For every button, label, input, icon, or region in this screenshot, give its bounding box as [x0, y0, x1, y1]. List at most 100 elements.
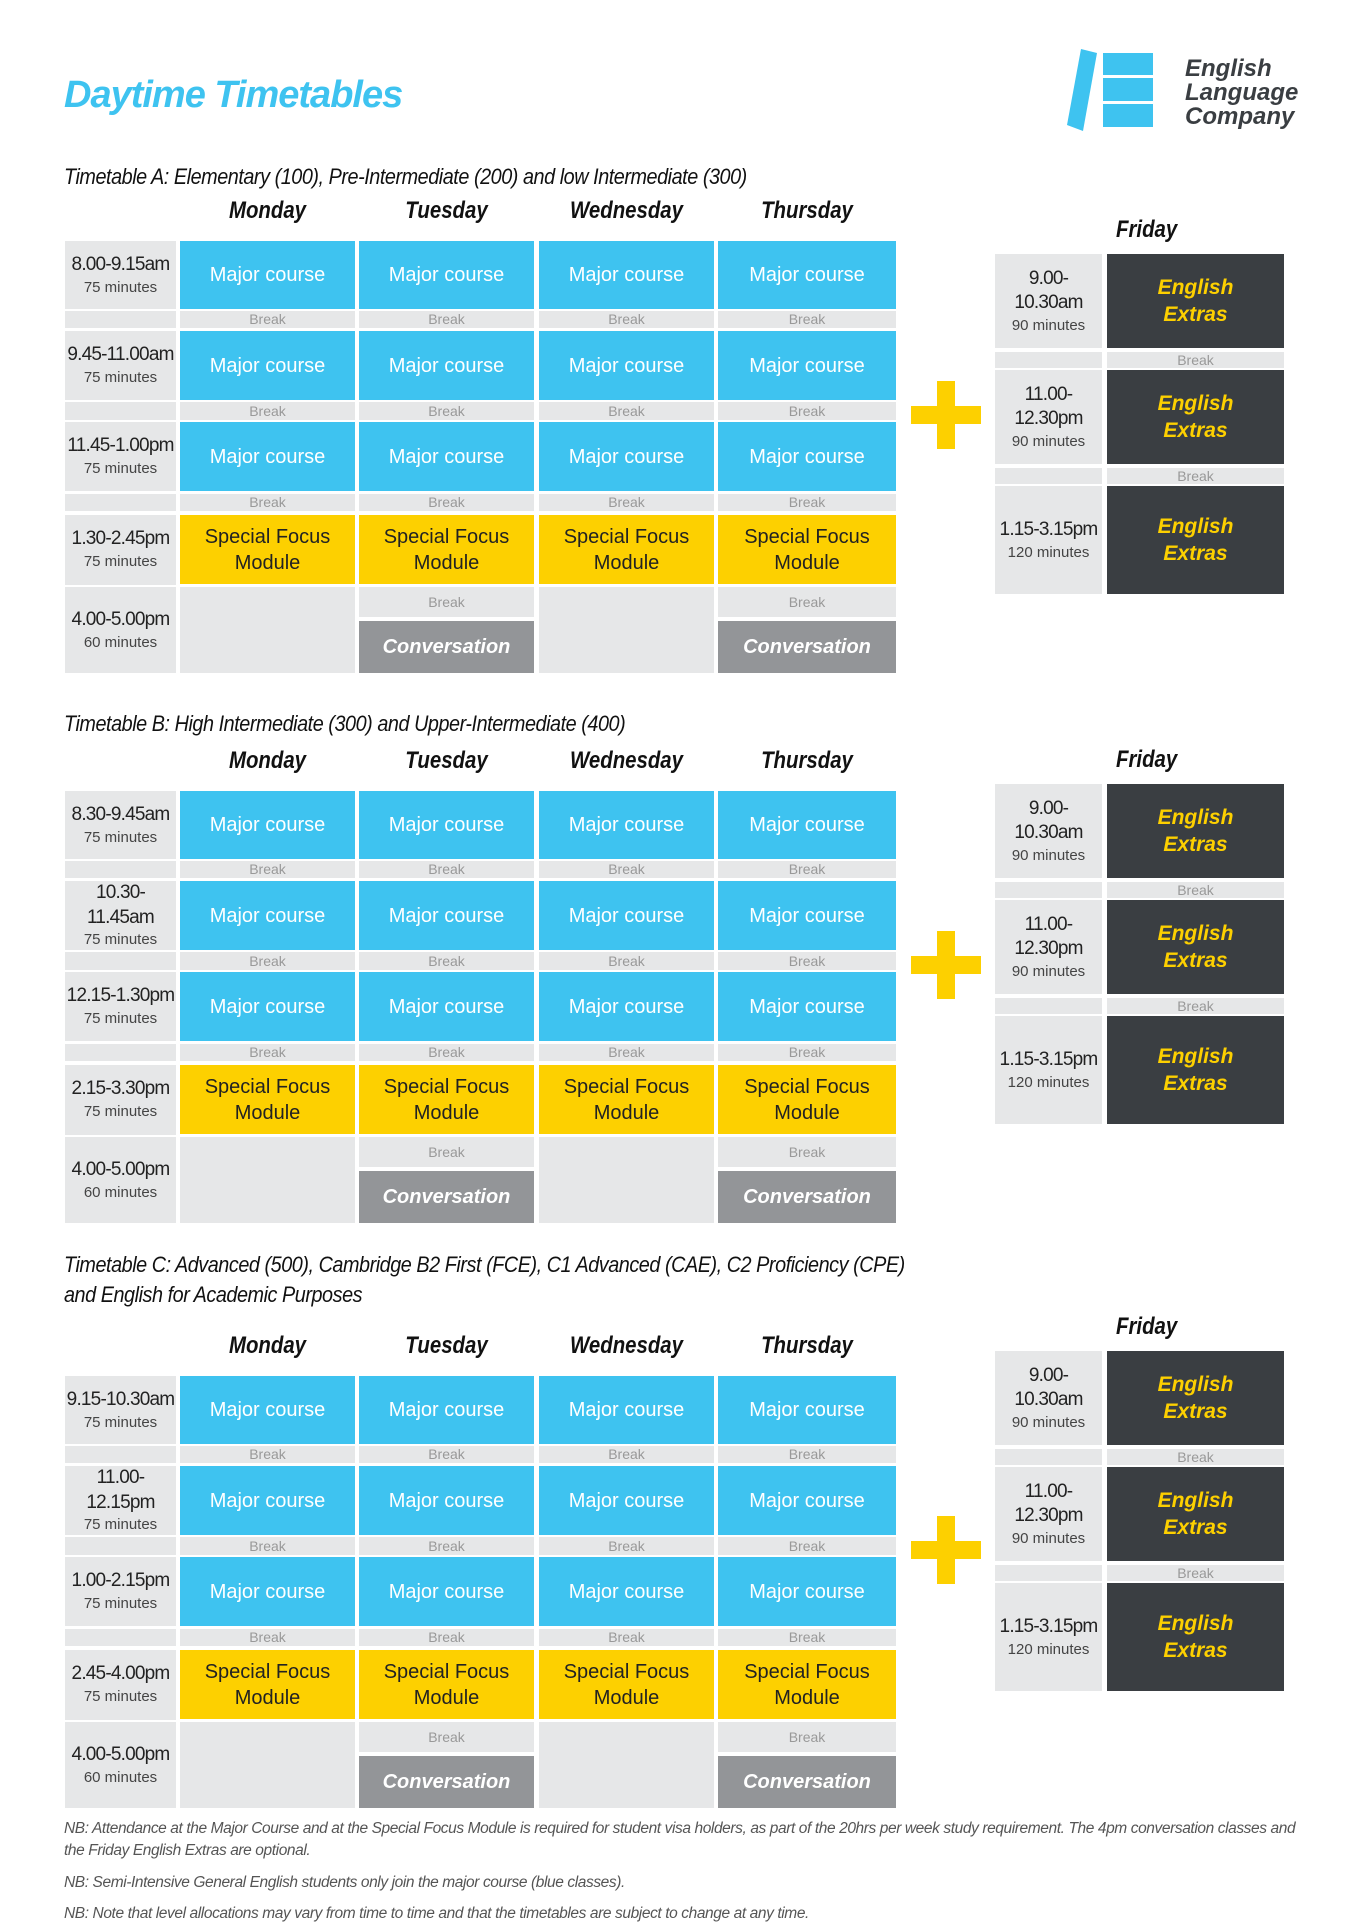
conversation-block: Conversation: [718, 621, 896, 673]
major-course-block: Major course: [539, 241, 714, 309]
break-spacer: [65, 1629, 176, 1646]
plus-icon: [911, 381, 981, 449]
break-label: Break: [788, 1629, 826, 1646]
special-focus-module-block: Special Focus Module: [180, 515, 355, 584]
break-label: Break: [788, 1728, 826, 1745]
break-label: Break: [428, 861, 465, 878]
empty-slot: [180, 1137, 355, 1223]
english-extras-block: English Extras: [1107, 1583, 1284, 1691]
major-course-block: Major course: [180, 1376, 355, 1444]
major-course-label: Major course: [209, 445, 326, 468]
special-focus-label: Special Focus: [383, 1660, 510, 1683]
break-label: Break: [788, 1044, 826, 1061]
note: NB: Semi-Intensive General English stude…: [64, 1874, 625, 1891]
major-course-block: Major course: [539, 1466, 714, 1535]
slot-duration: 120 minutes: [1007, 1640, 1090, 1658]
slot-duration: 120 minutes: [1007, 543, 1090, 561]
special-focus-label: Module: [413, 1686, 480, 1709]
major-course-block: Major course: [180, 881, 355, 950]
day-header-wednesday: Wednesday: [570, 747, 683, 774]
major-course-label: Major course: [749, 1399, 865, 1421]
major-course-label: Major course: [568, 354, 685, 377]
special-focus-label: Special Focus: [744, 525, 870, 548]
special-focus-module-block: Special Focus Module: [718, 1650, 896, 1719]
slot-duration: 90 minutes: [1011, 432, 1086, 450]
slot-time: 2.45-4.00pm: [71, 1663, 171, 1685]
special-focus-label: Module: [413, 551, 480, 574]
major-course-block: Major course: [359, 881, 534, 950]
special-focus-label: Module: [234, 551, 301, 574]
slot-time: 8.00-9.15am: [71, 253, 171, 275]
break-label: Break: [428, 1044, 465, 1061]
special-focus-label: Special Focus: [563, 525, 690, 548]
major-course-block: Major course: [180, 241, 355, 309]
break-bar: Break: [539, 952, 714, 970]
break-bar: Break: [718, 1537, 896, 1555]
day-header-thursday: Thursday: [761, 747, 853, 774]
major-course-block: Major course: [180, 422, 355, 491]
extras-label: English: [1157, 805, 1234, 829]
timetable-heading: Timetable B: High Intermediate (300) and…: [64, 711, 626, 736]
time-slot: 11.45-1.00pm 75 minutes: [65, 422, 176, 491]
friday-header: Friday: [1116, 216, 1178, 243]
break-label: Break: [788, 1446, 826, 1463]
break-bar: Break: [359, 494, 534, 511]
break-label: Break: [1177, 467, 1214, 484]
major-course-block: Major course: [359, 972, 534, 1041]
day-header-thursday: Thursday: [761, 1332, 853, 1359]
major-course-label: Major course: [209, 1399, 326, 1421]
break-label: Break: [788, 494, 826, 511]
major-course-block: Major course: [359, 331, 534, 400]
major-course-block: Major course: [359, 1557, 534, 1626]
logo-text: English: [1185, 55, 1272, 82]
break-bar: Break: [718, 1044, 896, 1061]
break-bar: Break: [180, 494, 355, 511]
extras-label: Extras: [1163, 833, 1228, 856]
conversation-label: Conversation: [382, 1771, 511, 1793]
logo-books-icon: [1067, 49, 1153, 131]
slot-time: 1.15-3.15pm: [999, 1048, 1099, 1070]
break-spacer: [65, 1537, 176, 1555]
major-course-label: Major course: [388, 1489, 505, 1512]
timetable-heading: and English for Academic Purposes: [64, 1282, 363, 1307]
break-spacer: [995, 1449, 1102, 1465]
major-course-label: Major course: [388, 814, 505, 836]
slot-duration: 75 minutes: [83, 1010, 158, 1028]
major-course-block: Major course: [718, 331, 896, 400]
special-focus-module-block: Special Focus Module: [180, 1065, 355, 1134]
break-label: Break: [428, 952, 465, 969]
break-label: Break: [428, 311, 465, 328]
break-label: Break: [428, 593, 465, 610]
break-label: Break: [608, 311, 645, 328]
day-header-tuesday: Tuesday: [405, 1332, 488, 1359]
slot-time: 11.00-12.30pm: [1014, 383, 1083, 430]
slot-duration: 75 minutes: [83, 1103, 158, 1121]
break-bar: Break: [359, 1537, 534, 1555]
break-label: Break: [608, 1629, 645, 1646]
special-focus-label: Module: [234, 1101, 301, 1124]
break-label: Break: [788, 311, 826, 328]
slot-time: 1.00-2.15pm: [71, 1570, 171, 1592]
major-course-block: Major course: [359, 791, 534, 859]
break-bar: Break: [359, 1629, 534, 1646]
special-focus-label: Module: [593, 1686, 660, 1709]
break-label: Break: [1177, 997, 1214, 1014]
slot-duration: 75 minutes: [83, 828, 158, 846]
break-bar: Break: [359, 861, 534, 878]
extras-label: Extras: [1163, 419, 1228, 442]
conversation-label: Conversation: [743, 1771, 871, 1793]
break-bar: Break: [539, 1044, 714, 1061]
break-label: Break: [428, 402, 465, 419]
break-bar: Break: [1107, 998, 1284, 1014]
break-bar: Break: [539, 1629, 714, 1646]
major-course-label: Major course: [209, 904, 326, 927]
special-focus-module-block: Special Focus Module: [718, 1065, 896, 1134]
day-header-thursday: Thursday: [761, 197, 853, 224]
special-focus-label: Module: [774, 551, 840, 574]
break-bar: Break: [539, 1446, 714, 1463]
english-extras-block: English Extras: [1107, 1016, 1284, 1124]
break-bar: Break: [539, 311, 714, 328]
friday-header: Friday: [1116, 1313, 1178, 1340]
slot-time: 9.15-10.30am: [66, 1388, 175, 1410]
timetable-heading: Timetable C: Advanced (500), Cambridge B…: [64, 1252, 905, 1277]
